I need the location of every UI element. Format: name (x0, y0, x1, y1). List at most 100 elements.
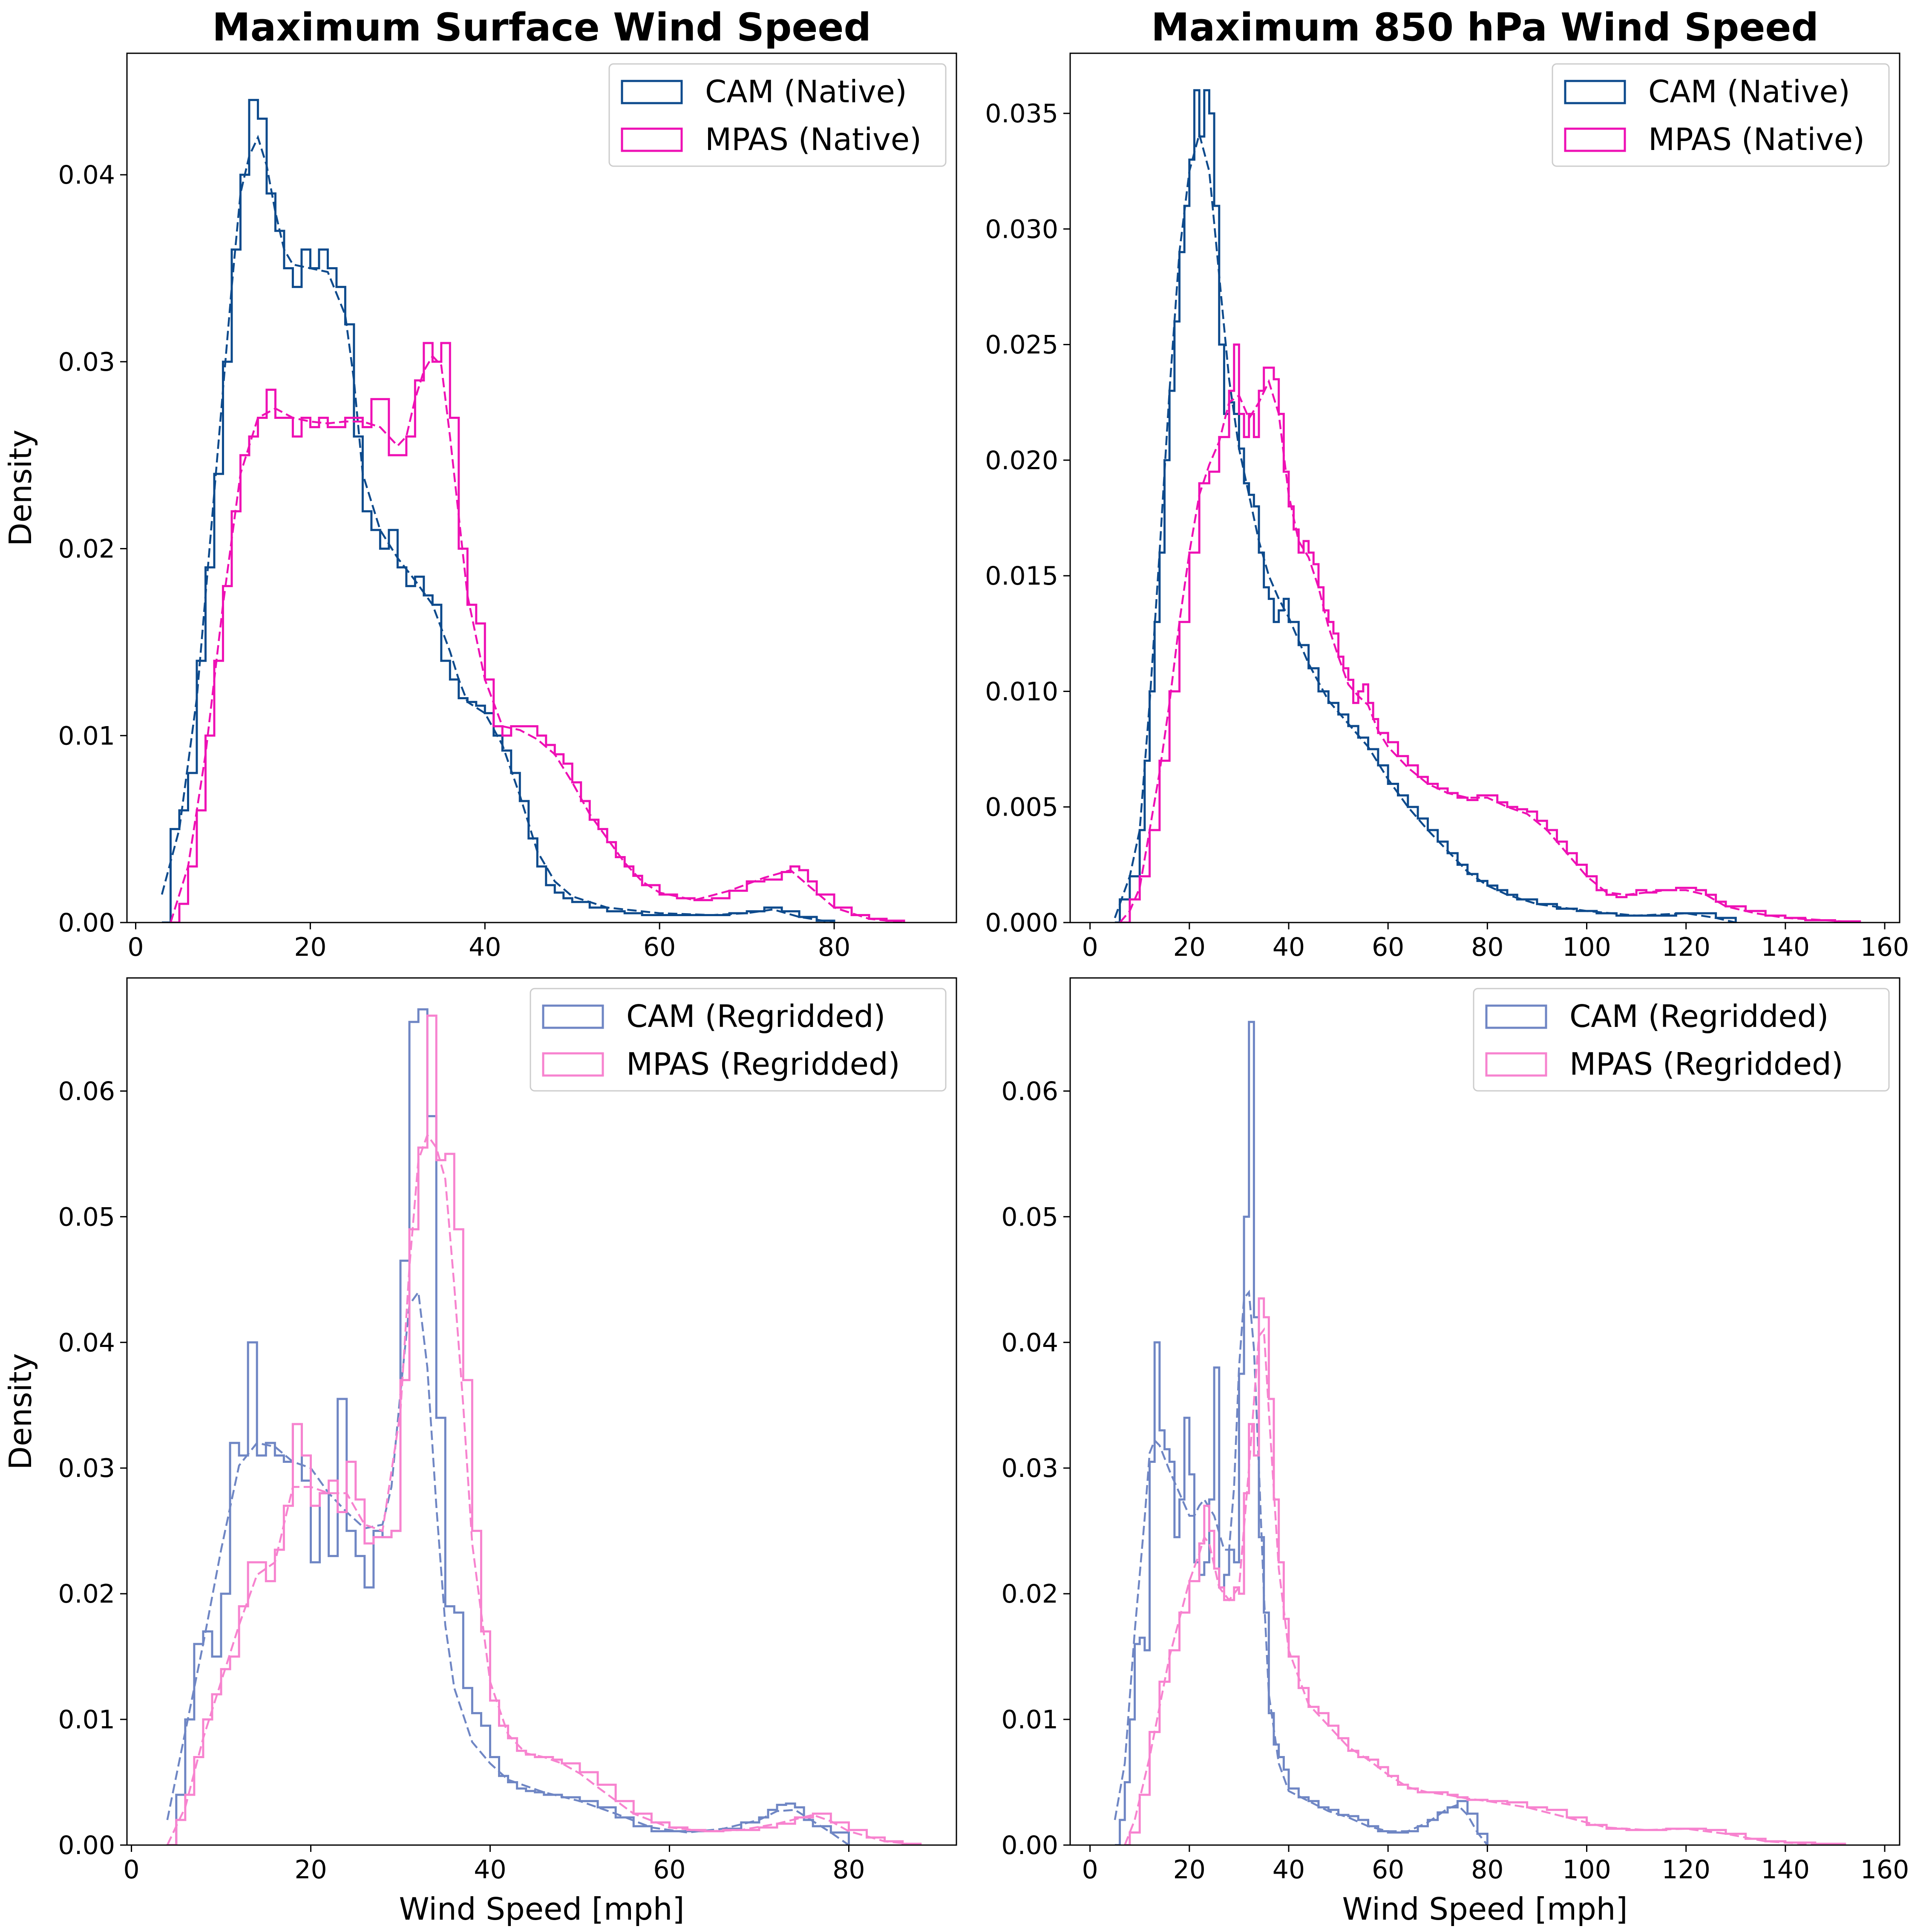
y-tick-label: 0.04 (58, 160, 115, 190)
legend-swatch (1485, 1052, 1547, 1077)
legend-swatch (621, 80, 683, 104)
chart-title: Maximum Surface Wind Speed (212, 5, 871, 50)
kde-line-cam-native (1114, 130, 1736, 923)
histogram-step-mpas-regridded (1125, 1297, 1846, 1845)
axes-frame (126, 977, 957, 1846)
x-tick-label: 60 (643, 932, 676, 962)
x-tick-label: 60 (1372, 932, 1404, 962)
x-tick-label: 140 (1761, 932, 1810, 962)
legend-box (608, 63, 947, 167)
legend-swatch (542, 1052, 604, 1077)
x-tick-label: 40 (469, 932, 501, 962)
chart-panel-3: 0 20 40 60 80 0.00 0.01 0.02 0.03 0.04 0.05 0.06 Win… (3, 977, 957, 1927)
y-tick-label: 0.03 (1001, 1453, 1058, 1483)
x-tick-label: 140 (1761, 1855, 1810, 1885)
histogram-step-mpas-native (170, 342, 905, 923)
legend-box (1473, 988, 1890, 1092)
x-tick-label: 40 (1273, 1855, 1305, 1885)
legend: CAM (Native) MPAS (Native) (1552, 63, 1890, 167)
x-tick-label: 20 (1173, 932, 1206, 962)
legend-swatch (1564, 127, 1626, 152)
x-tick-label: 40 (1273, 932, 1305, 962)
y-tick-label: 0.01 (58, 1705, 115, 1735)
y-tick-label: 0.00 (1001, 1831, 1058, 1860)
x-tick-label: 160 (1860, 1855, 1909, 1885)
y-tick-label: 0.01 (58, 721, 115, 751)
legend-label: CAM (Native) (705, 74, 907, 110)
x-tick-label: 100 (1562, 1855, 1611, 1885)
x-axis-label: Wind Speed [mph] (399, 1891, 684, 1927)
x-axis-label: Wind Speed [mph] (1342, 1891, 1627, 1927)
x-tick-label: 60 (1372, 1855, 1404, 1885)
histogram-step-cam-regridded (1114, 1021, 1489, 1845)
chart-panel-4: 0 20 40 60 80 100 120 140 160 0.00 0.01 0.02 0.03 0.0… (1001, 977, 1909, 1927)
y-tick-label: 0.06 (1001, 1076, 1058, 1106)
y-tick-label: 0.05 (58, 1202, 115, 1232)
x-tick-label: 80 (1471, 1855, 1503, 1885)
legend-label: MPAS (Regridded) (626, 1046, 900, 1082)
histogram-step-cam-native (161, 99, 835, 923)
kde-line-mpas-native (1119, 379, 1860, 923)
y-tick-label: 0.015 (985, 561, 1058, 591)
y-tick-label: 0.00 (58, 1831, 115, 1860)
legend-label: MPAS (Native) (705, 121, 921, 157)
y-axis-label: Density (3, 1353, 38, 1470)
x-tick-label: 40 (474, 1855, 506, 1885)
y-tick-label: 0.000 (985, 908, 1058, 938)
y-tick-label: 0.05 (1001, 1202, 1058, 1232)
kde-line-mpas-regridded (1124, 1327, 1845, 1845)
kde-line-cam-native (161, 135, 835, 923)
x-tick-label: 20 (1173, 1855, 1206, 1885)
x-tick-label: 0 (123, 1855, 139, 1885)
x-tick-label: 80 (832, 1855, 865, 1885)
kde-line-mpas-regridded (166, 1133, 921, 1845)
y-tick-label: 0.03 (58, 1453, 115, 1483)
kde-line-cam-regridded (1114, 1289, 1489, 1845)
legend: CAM (Regridded) MPAS (Regridded) (530, 988, 947, 1092)
y-tick-label: 0.035 (985, 99, 1058, 129)
legend: CAM (Regridded) MPAS (Regridded) (1473, 988, 1890, 1092)
y-tick-label: 0.02 (58, 1579, 115, 1609)
y-tick-label: 0.02 (58, 534, 115, 564)
x-tick-label: 60 (653, 1855, 685, 1885)
y-tick-label: 0.020 (985, 446, 1058, 476)
x-tick-label: 120 (1661, 932, 1710, 962)
plot-area (1114, 1021, 1846, 1845)
x-tick-label: 120 (1661, 1855, 1710, 1885)
legend-label: MPAS (Regridded) (1569, 1046, 1843, 1082)
kde-line-mpas-native (170, 354, 904, 923)
legend-label: CAM (Regridded) (1569, 998, 1829, 1034)
x-tick-label: 160 (1860, 932, 1909, 962)
legend-label: CAM (Native) (1648, 74, 1850, 110)
x-tick-label: 0 (127, 932, 144, 962)
y-tick-label: 0.00 (58, 908, 115, 938)
y-tick-label: 0.04 (58, 1328, 115, 1358)
kde-line-cam-regridded (166, 1289, 849, 1845)
plot-area (1114, 89, 1861, 923)
legend-box (530, 988, 947, 1092)
y-tick-label: 0.03 (58, 347, 115, 377)
x-tick-label: 0 (1082, 932, 1098, 962)
histogram-step-mpas-native (1120, 343, 1861, 923)
plot-area (166, 1008, 922, 1845)
legend: CAM (Native) MPAS (Native) (608, 63, 947, 167)
y-tick-label: 0.06 (58, 1076, 115, 1106)
y-tick-label: 0.02 (1001, 1579, 1058, 1609)
axes-frame (126, 52, 957, 923)
legend-swatch (1564, 80, 1626, 104)
legend-box (1552, 63, 1890, 167)
axes-frame (1069, 52, 1900, 923)
y-tick-label: 0.025 (985, 330, 1058, 360)
legend-label: MPAS (Native) (1648, 121, 1865, 157)
plot-area (161, 99, 905, 923)
x-tick-label: 20 (294, 1855, 327, 1885)
legend-swatch (621, 127, 683, 152)
legend-swatch (1485, 1004, 1547, 1029)
legend-label: CAM (Regridded) (626, 998, 886, 1034)
y-tick-label: 0.04 (1001, 1328, 1058, 1358)
chart-panel-2: 0 20 40 60 80 100 120 140 160 0.000 0.005 0.010 0.01… (985, 5, 1909, 962)
x-tick-label: 80 (818, 932, 850, 962)
axes-frame (1069, 977, 1900, 1846)
